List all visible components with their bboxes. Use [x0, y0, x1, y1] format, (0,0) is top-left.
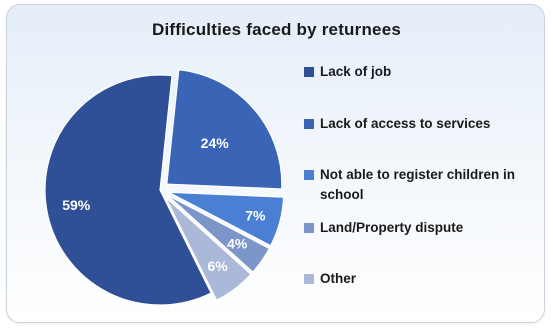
- legend-label: Lack of job: [320, 64, 392, 79]
- pie-slice-lack-of-access-to-services: [166, 69, 283, 190]
- pie-slices: [44, 69, 285, 306]
- slice-label-land-property-dispute: 4%: [227, 236, 248, 252]
- pie-slice-land-property-dispute: [166, 194, 271, 273]
- legend-swatch: [304, 119, 314, 129]
- legend-swatch: [304, 67, 314, 77]
- pie-slice-lack-of-job: [44, 74, 212, 306]
- pie-slice-not-able-to-register-children-in-school: [168, 191, 285, 247]
- legend-swatch: [304, 170, 314, 180]
- legend-label: Other: [320, 271, 357, 286]
- pie-slice-other: [164, 196, 252, 301]
- slice-label-lack-of-access-to-services: 24%: [201, 135, 230, 151]
- legend-label: Land/Property dispute: [320, 220, 464, 235]
- legend-label: Not able to register children in school: [320, 167, 516, 202]
- legend-swatch: [304, 274, 314, 284]
- chart-title: Difficulties faced by returnees: [152, 20, 401, 39]
- legend-swatch: [304, 223, 314, 233]
- pie-slice-labels: 59% 24% 7% 4% 6%: [62, 135, 266, 274]
- slice-label-lack-of-job: 59%: [62, 197, 91, 213]
- slice-label-other: 6%: [207, 258, 228, 274]
- legend-label: Lack of access to services: [320, 116, 491, 131]
- slice-label-not-able-to-register-children-in-school: 7%: [245, 208, 266, 224]
